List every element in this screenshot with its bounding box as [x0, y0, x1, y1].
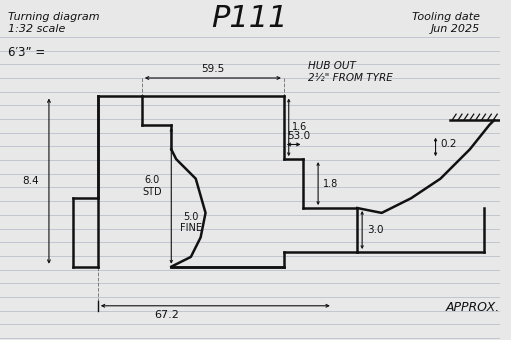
Text: 8.4: 8.4: [22, 176, 39, 186]
Text: 67.2: 67.2: [154, 310, 179, 320]
Text: HUB OUT
2½" FROM TYRE: HUB OUT 2½" FROM TYRE: [308, 62, 393, 83]
Text: Jun 2025: Jun 2025: [430, 24, 480, 34]
Text: 1:32 scale: 1:32 scale: [8, 24, 65, 34]
Text: 6.0
STD: 6.0 STD: [142, 175, 161, 197]
Text: APPROX.: APPROX.: [446, 301, 500, 314]
Text: 59.5: 59.5: [201, 64, 224, 74]
Text: P111: P111: [212, 4, 288, 33]
Text: Tooling date: Tooling date: [411, 12, 480, 22]
Text: 1.6: 1.6: [292, 122, 307, 132]
Text: 1.8: 1.8: [323, 178, 338, 189]
Text: 0.2: 0.2: [440, 139, 457, 150]
Text: Turning diagram: Turning diagram: [8, 12, 100, 22]
Text: 53.0: 53.0: [287, 131, 310, 140]
Text: 5.0
FINE: 5.0 FINE: [180, 212, 202, 234]
Text: 6′3” =: 6′3” =: [8, 47, 45, 60]
Text: 3.0: 3.0: [367, 225, 384, 235]
